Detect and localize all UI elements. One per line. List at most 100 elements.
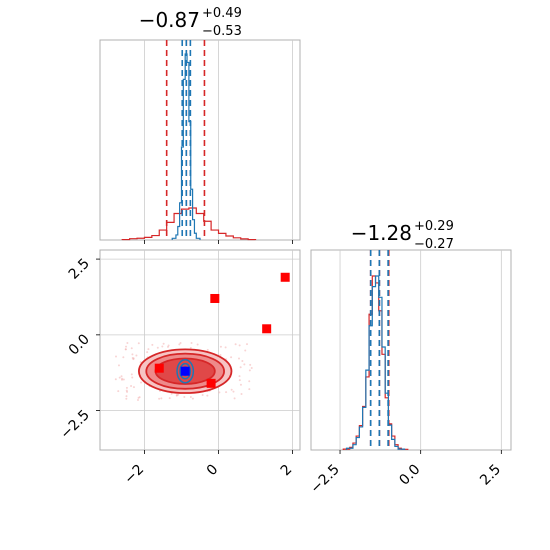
joint-sample-point: [241, 359, 244, 362]
joint-sample-point: [160, 397, 163, 400]
joint-sample-point: [124, 348, 127, 351]
joint-y-tick-label: −2.5: [57, 407, 92, 442]
joint-sample-point: [122, 378, 125, 381]
joint-sample-point: [243, 363, 246, 366]
joint-sample-point: [239, 383, 242, 386]
marg2-hist-red: [342, 275, 409, 450]
joint-sample-point: [162, 342, 165, 345]
joint-sample-point: [130, 373, 133, 376]
marginal-panel-1: [121, 40, 293, 244]
joint-sample-point: [218, 391, 221, 394]
joint-sample-point: [170, 392, 173, 395]
joint-sample-point: [250, 367, 253, 370]
joint-sample-point: [234, 343, 237, 346]
joint-sample-point: [219, 345, 222, 348]
joint-sample-point: [131, 353, 134, 356]
joint-sample-point: [139, 361, 142, 364]
joint-sample-point: [137, 342, 140, 345]
joint-sample-point: [224, 346, 227, 349]
joint-sample-point: [132, 358, 135, 361]
joint-red-marker: [154, 363, 164, 373]
joint-sample-point: [135, 354, 138, 357]
joint-sample-point: [117, 390, 120, 393]
joint-sample-point: [126, 341, 129, 344]
joint-sample-point: [244, 349, 247, 352]
joint-sample-point: [196, 343, 199, 346]
joint-sample-point: [239, 366, 242, 369]
joint-sample-point: [189, 395, 192, 398]
joint-sample-point: [248, 380, 251, 383]
marg2-title-upper: +0.29: [414, 219, 454, 234]
joint-sample-point: [189, 346, 192, 349]
marginal-panel-2: [339, 250, 502, 450]
joint-sample-point: [151, 343, 154, 346]
joint-red-marker: [206, 378, 216, 388]
joint-x-tick-label: −2: [121, 462, 147, 488]
joint-sample-point: [248, 369, 251, 372]
joint-sample-point: [233, 397, 236, 400]
joint-sample-point: [191, 397, 194, 400]
joint-contour-blue: [179, 362, 192, 380]
joint-sample-point: [178, 343, 181, 346]
marg1-title-upper: +0.49: [202, 6, 242, 21]
joint-sample-point: [219, 353, 222, 356]
joint-sample-point: [136, 398, 139, 401]
joint-sample-point: [115, 355, 118, 358]
joint-sample-point: [161, 345, 164, 348]
joint-sample-point: [238, 379, 241, 382]
joint-sample-point: [125, 386, 128, 389]
joint-sample-point: [130, 384, 133, 387]
marg1-title: −0.87 +0.49 −0.53: [139, 6, 242, 39]
joint-red-marker: [210, 293, 220, 303]
joint-sample-point: [240, 392, 243, 395]
joint-red-marker: [262, 324, 272, 334]
marg2-x-tick-label: −2.5: [308, 462, 343, 497]
joint-sample-point: [130, 347, 133, 350]
joint-sample-point: [118, 376, 121, 379]
joint-sample-point: [238, 357, 241, 360]
joint-sample-point: [206, 348, 209, 351]
joint-sample-point: [166, 345, 169, 348]
marg2-frame: [310, 249, 512, 451]
joint-sample-point: [125, 395, 128, 398]
joint-sample-point: [126, 390, 129, 393]
joint-sample-point: [137, 396, 140, 399]
joint-panel: [100, 250, 300, 450]
joint-sample-point: [125, 345, 128, 348]
marg2-title: −1.28 +0.29 −0.27: [351, 219, 454, 252]
joint-sample-point: [156, 346, 159, 349]
joint-sample-point: [230, 388, 233, 391]
joint-sample-point: [245, 343, 248, 346]
marg2-title-value: −1.28: [351, 221, 412, 245]
joint-sample-point: [238, 344, 241, 347]
joint-sample-point: [140, 381, 143, 384]
joint-y-tick-label: 2.5: [66, 256, 93, 283]
joint-sample-point: [146, 351, 149, 354]
joint-frame: [99, 249, 301, 451]
marg2-title-lower: −0.27: [414, 237, 454, 252]
joint-y-tick-label: 0.0: [66, 331, 93, 358]
joint-sample-point: [183, 396, 186, 399]
joint-x-tick-label: 0: [204, 462, 222, 480]
joint-sample-point: [201, 394, 204, 397]
joint-contour-blue: [176, 358, 195, 384]
joint-sample-point: [168, 397, 171, 400]
joint-sample-point: [249, 363, 252, 366]
joint-sample-point: [122, 356, 125, 359]
joint-sample-point: [131, 376, 134, 379]
joint-sample-point: [248, 388, 251, 391]
joint-sample-point: [117, 364, 120, 367]
marg1-frame: [99, 39, 301, 241]
joint-red-marker: [280, 272, 290, 282]
joint-sample-point: [190, 342, 193, 345]
joint-sample-point: [158, 397, 161, 400]
marg2-x-tick-label: 2.5: [477, 462, 504, 489]
joint-sample-point: [179, 341, 182, 344]
joint-sample-point: [114, 378, 117, 381]
marg1-hist-red: [121, 207, 257, 241]
marg2-x-tick-label: 0.0: [396, 462, 423, 489]
joint-sample-point: [120, 375, 123, 378]
joint-sample-point: [147, 348, 150, 351]
joint-blue-marker: [180, 366, 190, 376]
